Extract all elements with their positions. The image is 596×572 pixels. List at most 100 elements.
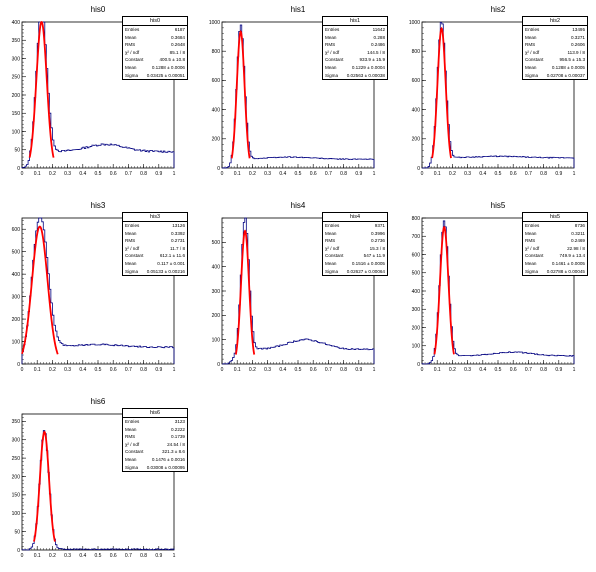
histogram-pad-his6: his6 0 50 100 150 200 250 300 350 0 0.1 0.2 0.3 0.4 0.… — [0, 392, 190, 572]
stats-row: Constant 749.9 ± 13.4 — [523, 252, 587, 260]
chart-title: his4 — [290, 201, 306, 210]
histogram-pad-his3: his3 0 100 200 300 400 500 600 0 0.1 0.2 0.3 0.4 0.5 0… — [0, 196, 190, 386]
stats-label: Constant — [525, 57, 544, 63]
y-tick-label: 250 — [12, 75, 21, 81]
stats-label: Entries — [125, 223, 140, 228]
stats-value: 15.3 / 8 — [369, 245, 385, 251]
stats-label: RMS — [125, 434, 136, 440]
x-tick-label: 0.3 — [64, 553, 71, 559]
x-tick-label: 0.8 — [340, 367, 347, 373]
stats-row: Mean 0.1476 ± 0.0016 — [123, 456, 187, 464]
stats-row: χ² / ndf 11.7 / 8 — [123, 245, 187, 253]
stats-row: Constant 612.1 ± 11.6 — [123, 252, 187, 260]
y-tick-label: 400 — [212, 107, 221, 113]
y-tick-label: 300 — [12, 294, 21, 300]
histogram-svg: 0 50 100 150 200 250 300 350 400 0 0.1 0.2 0.3 0.4 0.5… — [12, 20, 176, 177]
gaussian-fit-curve — [28, 20, 55, 158]
stats-label: Constant — [125, 253, 144, 259]
stats-value: 0.3211 — [571, 230, 585, 236]
y-tick-label: 150 — [12, 493, 21, 499]
gaussian-fit-curve — [21, 225, 59, 355]
stats-label: Sigma — [325, 72, 339, 78]
stats-value: 24.54 / 8 — [167, 441, 185, 447]
y-tick-label: 600 — [412, 252, 421, 258]
stats-row: Mean 0.288 — [323, 34, 387, 42]
stats-value: 9371 — [374, 223, 385, 228]
x-tick-label: 0.6 — [110, 171, 117, 177]
stats-value: 0.3996 — [370, 230, 385, 236]
stats-value: 0.2469 — [570, 238, 585, 244]
stats-value: 0.2736 — [370, 238, 385, 244]
stats-row: RMS 0.2731 — [123, 237, 187, 245]
x-tick-label: 0.3 — [64, 171, 71, 177]
stats-row: RMS 0.2648 — [123, 41, 187, 49]
y-tick-label: 300 — [12, 56, 21, 62]
stats-box-header: his4 — [323, 213, 387, 222]
x-tick-label: 0.1 — [34, 171, 41, 177]
x-tick-label: 0.1 — [34, 553, 41, 559]
x-tick-label: 0.6 — [510, 367, 517, 373]
stats-row: Mean 0.1288 ± 0.0005 — [523, 64, 587, 72]
y-tick-label: 100 — [12, 129, 21, 135]
x-tick-label: 0.7 — [525, 367, 532, 373]
stats-row: Mean 0.2222 — [123, 426, 187, 434]
y-tick-label: 700 — [412, 234, 421, 240]
x-tick-label: 0.9 — [155, 171, 162, 177]
y-tick-label: 500 — [412, 271, 421, 277]
stats-row: Entries 8736 — [523, 222, 587, 230]
y-tick-label: 0 — [17, 362, 20, 368]
histogram-svg: 0 100 200 300 400 500 600 0 0.1 0.2 0.3 0.4 0.5 0.6 0.… — [12, 217, 176, 373]
x-tick-label: 0.5 — [495, 367, 502, 373]
y-tick-label: 1000 — [409, 20, 420, 26]
stats-value: 13495 — [572, 27, 585, 32]
x-tick-label: 0.4 — [279, 171, 286, 177]
histogram-series — [222, 217, 375, 365]
y-tick-label: 200 — [212, 137, 221, 143]
stats-box-header: his0 — [123, 17, 187, 26]
stats-label: Mean — [125, 426, 137, 432]
stats-label: Mean — [125, 260, 137, 266]
y-tick-label: 500 — [212, 240, 221, 246]
stats-value: 0.05133 ± 0.00216 — [146, 268, 185, 274]
x-tick-label: 0.2 — [249, 171, 256, 177]
stats-value: 547 ± 11.9 — [363, 253, 385, 259]
histogram-pad-his1: his1 0 200 400 600 800 1000 0 0.1 0.2 0.3 0.4 0.5 0.6… — [200, 0, 390, 190]
stats-value: 0.1516 ± 0.0005 — [351, 260, 385, 266]
gaussian-fit-curve — [230, 30, 251, 159]
x-tick-label: 0.9 — [355, 367, 362, 373]
y-tick-label: 800 — [412, 49, 421, 55]
stats-value: 0.2648 — [170, 42, 185, 48]
stats-row: Mean 0.1229 ± 0.0004 — [323, 64, 387, 72]
stats-value: 0.1229 ± 0.0004 — [351, 64, 385, 70]
stats-row: Sigma 0.02563 ± 0.00038 — [323, 72, 387, 80]
x-tick-label: 1 — [573, 171, 576, 177]
stats-label: Sigma — [325, 268, 339, 274]
x-tick-label: 0.5 — [95, 367, 102, 373]
x-tick-label: 0.4 — [79, 367, 86, 373]
gaussian-fit-curve — [234, 229, 256, 355]
y-tick-label: 50 — [14, 148, 20, 154]
stats-row: Entries 6187 — [123, 26, 187, 34]
stats-row: Mean 0.3211 — [523, 230, 587, 238]
x-tick-label: 0.1 — [234, 367, 241, 373]
x-tick-label: 0.2 — [449, 367, 456, 373]
x-tick-label: 0.7 — [525, 171, 532, 177]
x-tick-label: 0.6 — [510, 171, 517, 177]
y-tick-label: 200 — [12, 93, 21, 99]
stats-row: Mean 0.1461 ± 0.0005 — [523, 260, 587, 268]
histogram-pad-his5: his5 0 100 200 300 400 500 600 700 800 0 0.1 0.2 0.3 0… — [400, 196, 590, 386]
stats-box-header: his3 — [123, 213, 187, 222]
chart-title: his3 — [90, 201, 106, 210]
stats-label: Mean — [325, 34, 337, 40]
histogram-pad-his4: his4 0 100 200 300 400 500 0 0.1 0.2 0.3 0.4 0.5 0.6 0… — [200, 196, 390, 386]
y-tick-label: 0 — [417, 362, 420, 368]
stats-value: 8736 — [574, 223, 585, 228]
x-tick-label: 0.5 — [295, 171, 302, 177]
histogram-pad-his2: his2 0 200 400 600 800 1000 0 0.1 0.2 0.3 0.4 0.5 0.6… — [400, 0, 590, 190]
stats-row: Entries 13126 — [123, 222, 187, 230]
x-tick-label: 0.7 — [125, 367, 132, 373]
stats-label: Constant — [325, 253, 344, 259]
x-tick-label: 0.3 — [64, 367, 71, 373]
y-tick-label: 1000 — [209, 20, 220, 26]
stats-box: his0 Entries 6187 Mean 0.3684 RMS 0.2648 χ² / n… — [122, 16, 188, 81]
